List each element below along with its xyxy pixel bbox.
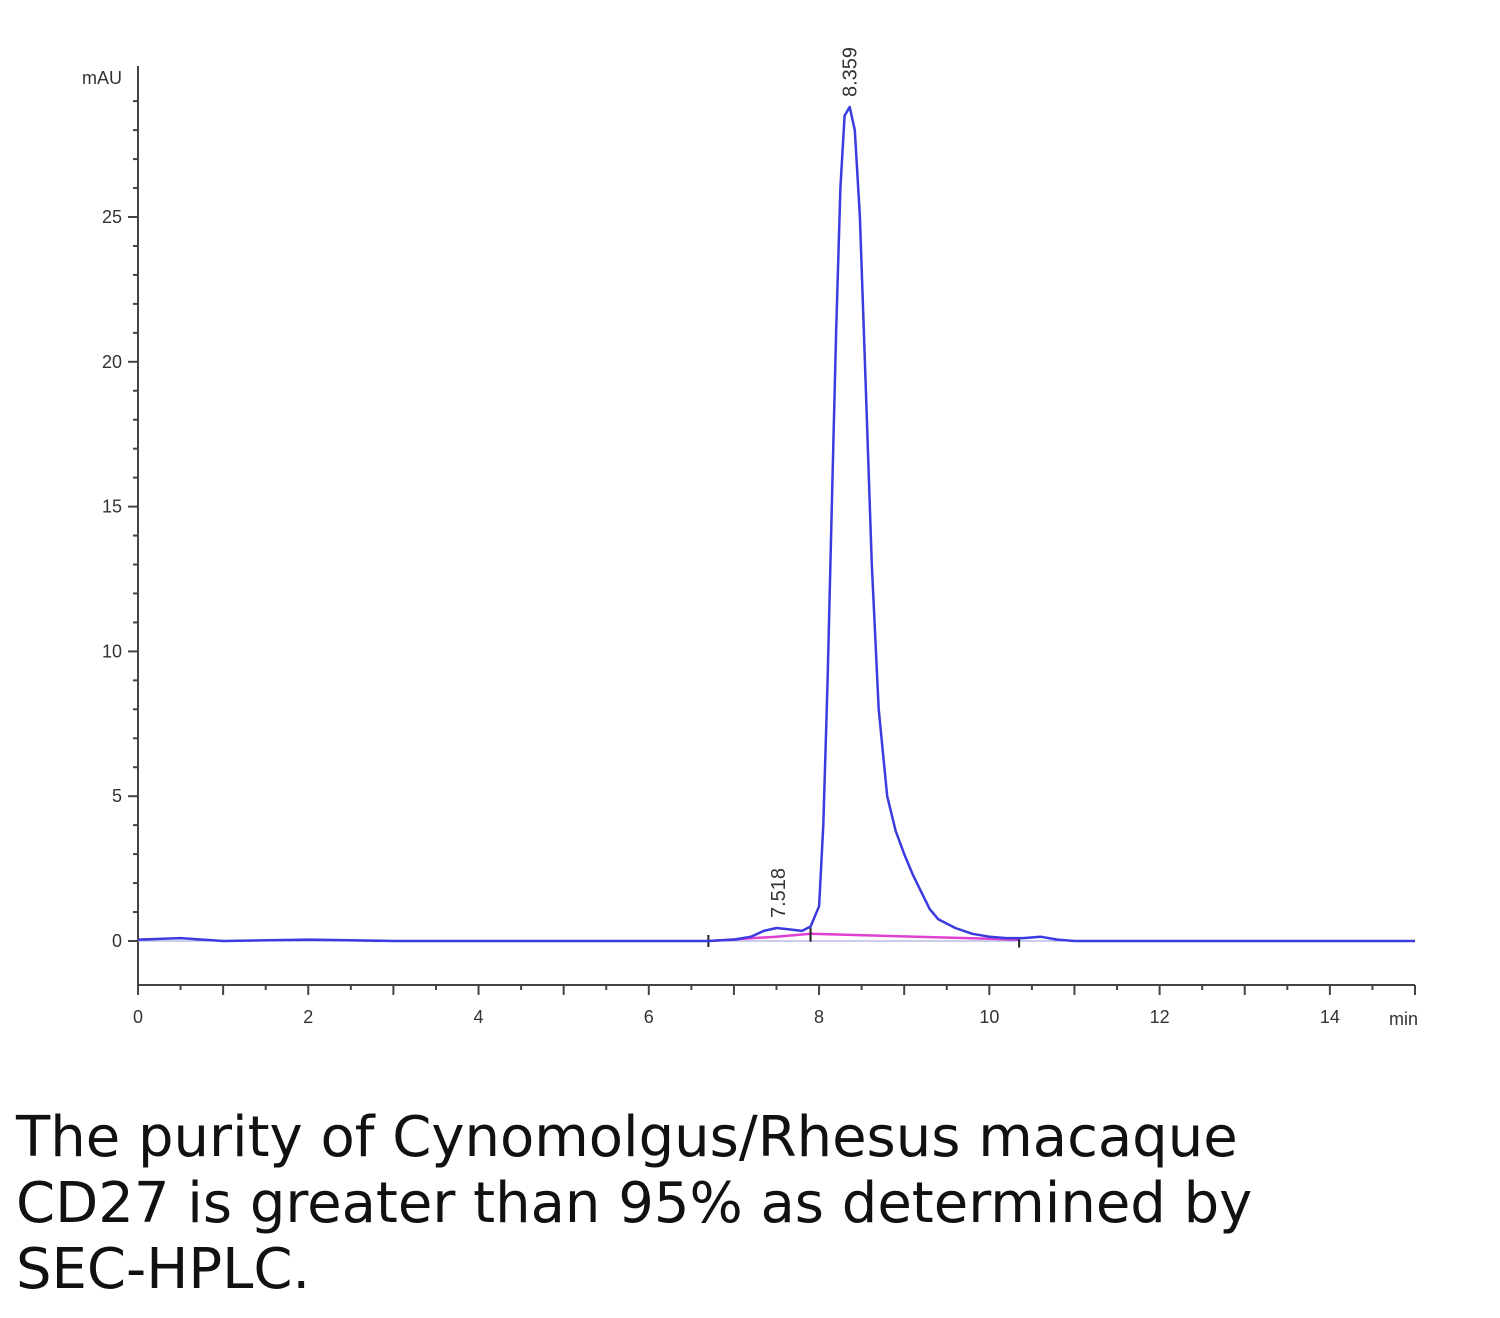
integration-baselines — [707, 927, 1021, 948]
chromatogram-line — [137, 105, 1415, 943]
peak-label: 7.518 — [768, 868, 790, 918]
integration-baseline — [810, 932, 1020, 941]
peak-label: 8.359 — [840, 47, 862, 97]
x-tick-label: 10 — [979, 1007, 999, 1027]
x-axis-label: min — [1389, 1009, 1418, 1029]
y-tick-label: 20 — [102, 352, 122, 372]
chromatogram-series — [137, 105, 1415, 943]
chromatogram-chart: 0 5 10 15 20 25 0 2 4 6 8 10 12 14 mAU min 7.518 8.35… — [82, 47, 1418, 1029]
x-tick-label: 8 — [814, 1007, 824, 1027]
y-axis-label: mAU — [82, 68, 122, 88]
figure-caption: The purity of Cynomolgus/Rhesus macaque … — [16, 1105, 1253, 1302]
y-tick-label: 5 — [112, 786, 122, 806]
x-tick-label: 4 — [474, 1007, 484, 1027]
x-tick-label: 14 — [1320, 1007, 1340, 1027]
x-ticks: 0 2 4 6 8 10 12 14 — [133, 985, 1416, 1027]
x-tick-label: 0 — [133, 1007, 143, 1027]
peak-annotations: 7.518 8.359 — [768, 47, 862, 918]
x-tick-label: 12 — [1150, 1007, 1170, 1027]
y-tick-label: 10 — [102, 641, 122, 661]
y-ticks: 0 5 10 15 20 25 — [102, 100, 138, 951]
x-tick-label: 6 — [644, 1007, 654, 1027]
chart-axes: 0 5 10 15 20 25 0 2 4 6 8 10 12 14 mAU min — [82, 66, 1418, 1029]
x-tick-label: 2 — [303, 1007, 313, 1027]
y-tick-label: 0 — [112, 931, 122, 951]
y-tick-label: 25 — [102, 207, 122, 227]
y-tick-label: 15 — [102, 497, 122, 517]
